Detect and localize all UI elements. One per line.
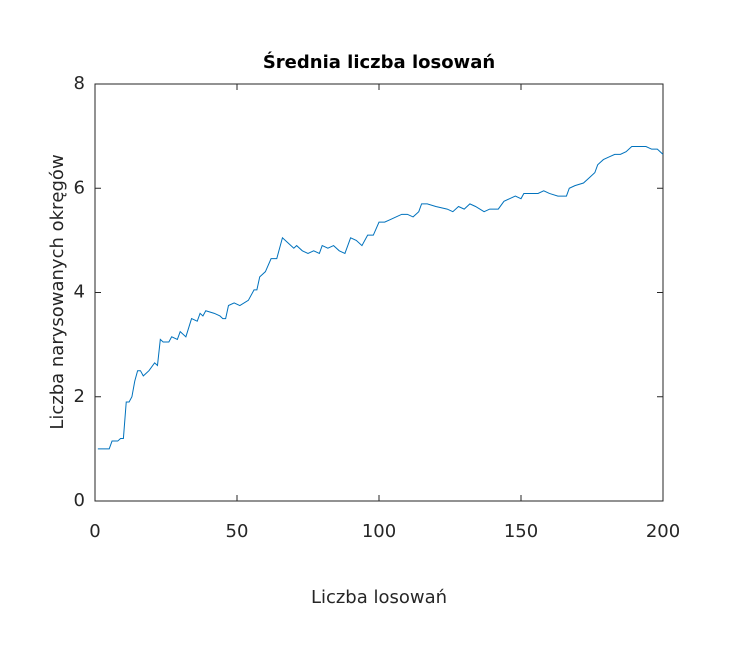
y-tick-label: 6 — [74, 177, 85, 198]
data-line — [97, 146, 664, 450]
y-tick-label: 8 — [74, 73, 85, 94]
y-axis-label: Liczba narysowanych okręgów — [47, 154, 68, 429]
x-tick-label: 200 — [646, 521, 680, 542]
x-tick-label: 150 — [504, 521, 538, 542]
x-axis-label: Liczba losowań — [311, 587, 447, 608]
y-tick-label: 2 — [74, 386, 85, 407]
x-tick-label: 100 — [362, 521, 396, 542]
x-tick-label: 0 — [89, 521, 100, 542]
x-tick-label: 50 — [226, 521, 249, 542]
y-tick-label: 0 — [74, 490, 85, 511]
chart-title: Średnia liczba losowań — [263, 51, 495, 73]
y-tick-label: 4 — [74, 282, 85, 303]
